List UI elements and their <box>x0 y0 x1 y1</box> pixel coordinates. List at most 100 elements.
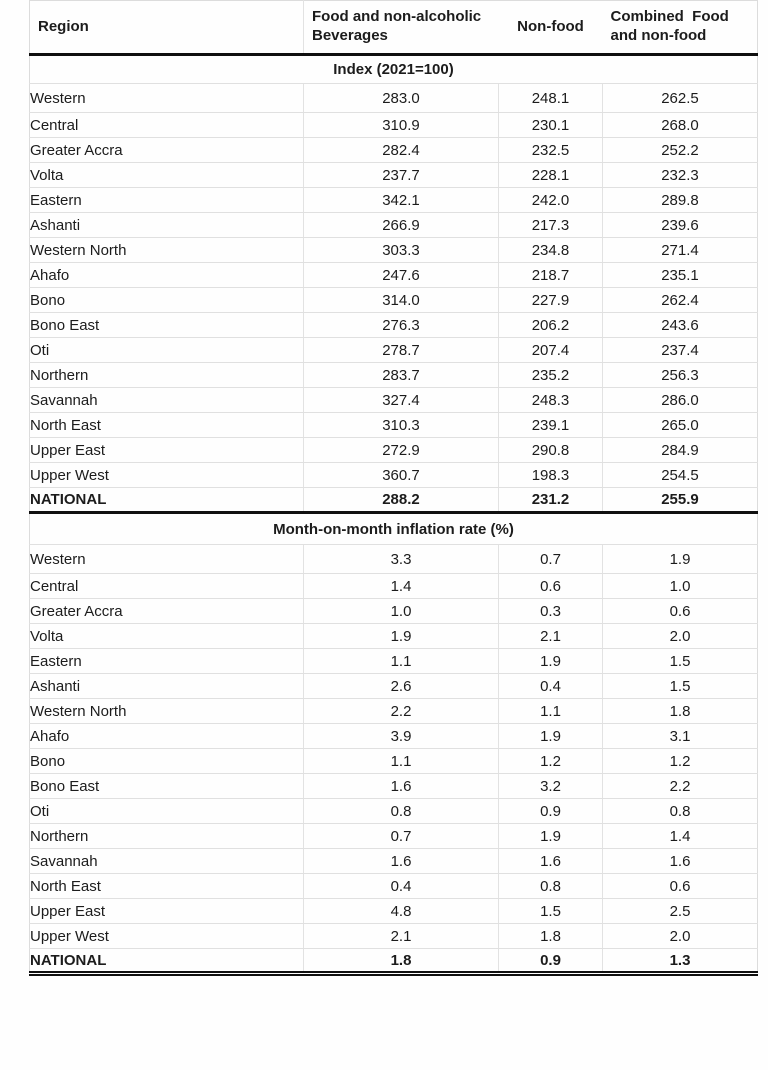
non-food-value: 0.8 <box>498 873 603 899</box>
non-food-value: 227.9 <box>498 287 603 313</box>
non-food-value: 290.8 <box>498 437 603 463</box>
region-row: Ahafo 3.9 1.9 3.1 <box>29 723 758 749</box>
non-food-value: 242.0 <box>498 187 603 213</box>
combined-value: 0.6 <box>602 873 758 899</box>
region-name: Savannah <box>29 848 304 874</box>
non-food-value: 0.6 <box>498 573 603 599</box>
region-row: Upper East 272.9 290.8 284.9 <box>29 437 758 463</box>
region-row: Volta 237.7 228.1 232.3 <box>29 162 758 188</box>
region-name: Savannah <box>29 387 304 413</box>
combined-value: 243.6 <box>602 312 758 338</box>
region-name: Central <box>29 573 304 599</box>
non-food-value: 198.3 <box>498 462 603 488</box>
region-row: Bono 1.1 1.2 1.2 <box>29 748 758 774</box>
non-food-value: 1.2 <box>498 748 603 774</box>
non-food-value: 231.2 <box>498 487 603 514</box>
region-name: Upper East <box>29 437 304 463</box>
non-food-value: 235.2 <box>498 362 603 388</box>
non-food-value: 248.1 <box>498 83 603 113</box>
combined-value: 255.9 <box>602 487 758 514</box>
regional-inflation-table: Region Food and non-alcoholic Beverages … <box>29 0 758 976</box>
region-name: Bono <box>29 287 304 313</box>
non-food-value: 230.1 <box>498 112 603 138</box>
non-food-value: 239.1 <box>498 412 603 438</box>
region-name: Bono <box>29 748 304 774</box>
non-food-value: 1.5 <box>498 898 603 924</box>
region-row: Oti 278.7 207.4 237.4 <box>29 337 758 363</box>
region-name: Western North <box>29 237 304 263</box>
food-index-value: 1.1 <box>303 748 499 774</box>
region-name: Central <box>29 112 304 138</box>
food-index-value: 1.0 <box>303 598 499 624</box>
non-food-value: 248.3 <box>498 387 603 413</box>
region-row: Ashanti 2.6 0.4 1.5 <box>29 673 758 699</box>
food-index-value: 2.2 <box>303 698 499 724</box>
food-index-value: 1.6 <box>303 848 499 874</box>
combined-value: 1.5 <box>602 648 758 674</box>
food-index-value: 283.7 <box>303 362 499 388</box>
combined-value: 239.6 <box>602 212 758 238</box>
food-index-value: 310.9 <box>303 112 499 138</box>
column-header-region: Region <box>29 0 304 56</box>
region-name: Bono East <box>29 312 304 338</box>
region-row: Ashanti 266.9 217.3 239.6 <box>29 212 758 238</box>
non-food-value: 207.4 <box>498 337 603 363</box>
combined-value: 262.4 <box>602 287 758 313</box>
combined-value: 1.9 <box>602 544 758 574</box>
combined-value: 252.2 <box>602 137 758 163</box>
combined-value: 1.3 <box>602 948 758 976</box>
region-row: Central 310.9 230.1 268.0 <box>29 112 758 138</box>
region-name: Ahafo <box>29 723 304 749</box>
region-name: Volta <box>29 162 304 188</box>
region-row: Northern 283.7 235.2 256.3 <box>29 362 758 388</box>
non-food-value: 1.1 <box>498 698 603 724</box>
region-name: Eastern <box>29 648 304 674</box>
region-row: Central 1.4 0.6 1.0 <box>29 573 758 599</box>
region-name: Bono East <box>29 773 304 799</box>
region-name: Ahafo <box>29 262 304 288</box>
food-index-value: 0.8 <box>303 798 499 824</box>
region-name: Western North <box>29 698 304 724</box>
region-row: Bono East 1.6 3.2 2.2 <box>29 773 758 799</box>
region-name: Northern <box>29 362 304 388</box>
table-header-row: Region Food and non-alcoholic Beverages … <box>29 0 758 56</box>
combined-value: 268.0 <box>602 112 758 138</box>
region-row: Oti 0.8 0.9 0.8 <box>29 798 758 824</box>
combined-value: 1.8 <box>602 698 758 724</box>
region-row: Bono 314.0 227.9 262.4 <box>29 287 758 313</box>
combined-value: 286.0 <box>602 387 758 413</box>
food-index-value: 342.1 <box>303 187 499 213</box>
region-name: Oti <box>29 798 304 824</box>
region-name: Eastern <box>29 187 304 213</box>
non-food-value: 206.2 <box>498 312 603 338</box>
region-name: Oti <box>29 337 304 363</box>
region-row: Ahafo 247.6 218.7 235.1 <box>29 262 758 288</box>
combined-value: 2.5 <box>602 898 758 924</box>
food-index-value: 237.7 <box>303 162 499 188</box>
combined-value: 2.0 <box>602 623 758 649</box>
region-name: North East <box>29 412 304 438</box>
food-index-value: 314.0 <box>303 287 499 313</box>
region-row: Greater Accra 1.0 0.3 0.6 <box>29 598 758 624</box>
non-food-value: 1.9 <box>498 823 603 849</box>
non-food-value: 1.9 <box>498 723 603 749</box>
food-index-value: 282.4 <box>303 137 499 163</box>
combined-value: 1.4 <box>602 823 758 849</box>
non-food-value: 0.3 <box>498 598 603 624</box>
region-name: Volta <box>29 623 304 649</box>
food-index-value: 2.6 <box>303 673 499 699</box>
combined-value: 1.0 <box>602 573 758 599</box>
combined-value: 2.2 <box>602 773 758 799</box>
combined-value: 3.1 <box>602 723 758 749</box>
combined-value: 1.5 <box>602 673 758 699</box>
food-index-value: 276.3 <box>303 312 499 338</box>
food-index-value: 0.4 <box>303 873 499 899</box>
section-title: Index (2021=100) <box>29 54 758 84</box>
food-index-value: 3.3 <box>303 544 499 574</box>
region-row: Bono East 276.3 206.2 243.6 <box>29 312 758 338</box>
food-index-value: 4.8 <box>303 898 499 924</box>
region-row: Western 3.3 0.7 1.9 <box>29 544 758 574</box>
food-index-value: 272.9 <box>303 437 499 463</box>
non-food-value: 1.6 <box>498 848 603 874</box>
combined-value: 237.4 <box>602 337 758 363</box>
